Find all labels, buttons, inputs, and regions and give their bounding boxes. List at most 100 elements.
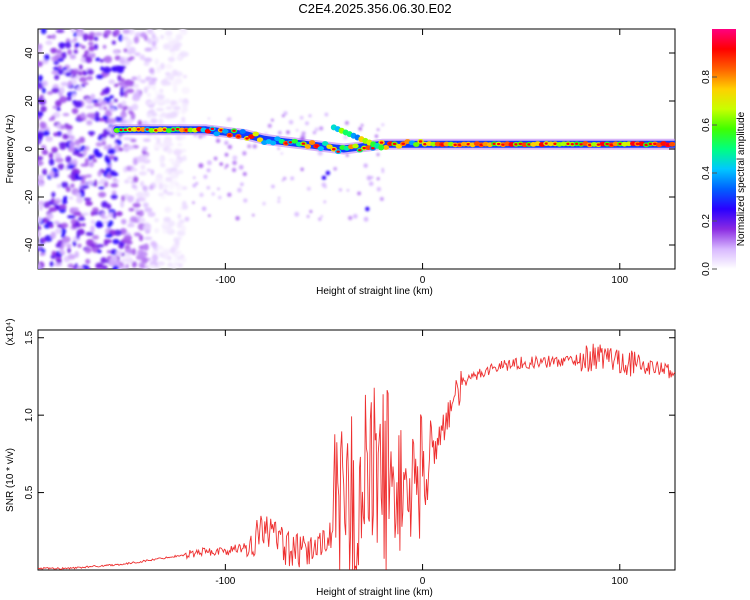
noise-blob [70, 160, 78, 166]
noise-blob [122, 105, 128, 111]
noise-blob [181, 116, 186, 123]
ridge-blob [308, 140, 316, 145]
noise-blob [108, 258, 115, 266]
noise-blob [60, 81, 69, 87]
noise-blob [114, 116, 123, 123]
noise-blob [133, 36, 140, 44]
noise-blob [38, 174, 44, 181]
noise-blob [217, 187, 220, 191]
noise-blob [352, 213, 358, 219]
noise-blob [105, 233, 113, 238]
spectrogram-ticks: -100 0 100 -40 -20 0 20 40 [24, 29, 675, 286]
noise-blob [95, 57, 101, 62]
noise-blob [325, 170, 331, 176]
ridge-peak [175, 127, 180, 131]
noise-blob [165, 225, 172, 232]
noise-blob [224, 152, 229, 157]
noise-blob [252, 213, 255, 217]
noise-blob [99, 178, 108, 183]
noise-blob [85, 258, 91, 265]
ridge-peak [601, 142, 605, 146]
noise-blob [162, 228, 168, 234]
noise-blob [82, 69, 87, 76]
ridge-peak [358, 148, 362, 152]
noise-blob [42, 130, 50, 137]
noise-blob [93, 103, 102, 107]
noise-blob [65, 155, 72, 163]
noise-blob [73, 32, 78, 37]
noise-blob [207, 117, 210, 120]
noise-blob [38, 160, 44, 166]
noise-blob [159, 195, 167, 200]
noise-blob [167, 255, 172, 261]
noise-blob [173, 164, 180, 168]
noise-blob [165, 63, 173, 70]
noise-blob [97, 136, 103, 141]
noise-blob [49, 170, 55, 178]
noise-blob [167, 73, 175, 81]
noise-blob [45, 136, 53, 142]
noise-blob [160, 62, 165, 70]
noise-blob [181, 155, 187, 162]
noise-blob [135, 198, 140, 204]
noise-blob [42, 168, 48, 176]
noise-blob [43, 201, 51, 208]
noise-blob [247, 144, 252, 149]
noise-blob [38, 140, 41, 145]
ridge-branch [378, 144, 385, 151]
noise-blob [67, 146, 76, 153]
noise-blob [38, 242, 42, 249]
noise-blob [91, 154, 96, 159]
noise-blob [80, 112, 86, 119]
noise-blob [170, 100, 178, 105]
noise-blob [160, 162, 166, 167]
ridge-blob [222, 128, 229, 134]
noise-blob [50, 47, 58, 54]
noise-blob [59, 96, 68, 104]
noise-blob [113, 50, 120, 55]
noise-blob [131, 261, 137, 268]
noise-blob [122, 29, 130, 35]
noise-blob [124, 253, 131, 258]
noise-blob [94, 220, 104, 228]
noise-blob [158, 118, 164, 126]
noise-blob [83, 197, 92, 201]
noise-blob [120, 78, 125, 82]
noise-blob [158, 192, 165, 197]
noise-blob [232, 160, 237, 166]
noise-blob [124, 79, 133, 86]
noise-blob [76, 30, 83, 37]
noise-blob [206, 186, 211, 190]
noise-blob [225, 164, 229, 168]
ridge-peak [232, 129, 236, 132]
x-tick-label: 100 [611, 275, 628, 286]
noise-blob [142, 224, 152, 231]
noise-blob [51, 191, 56, 198]
noise-blob [81, 212, 90, 216]
noise-blob [345, 121, 349, 125]
noise-blob [48, 152, 54, 159]
noise-blob [74, 139, 81, 146]
noise-blob [44, 235, 53, 242]
noise-blob [48, 158, 55, 166]
noise-blob [227, 117, 232, 122]
noise-blob [140, 79, 147, 84]
noise-blob [163, 189, 168, 194]
noise-blob [71, 168, 81, 176]
noise-blob [38, 200, 45, 206]
noise-blob [120, 111, 127, 119]
noise-blob [112, 238, 120, 245]
noise-blob [120, 218, 127, 225]
noise-blob [215, 138, 221, 143]
noise-blob [67, 263, 75, 269]
noise-blob [213, 156, 218, 161]
noise-blob [94, 115, 101, 122]
noise-blob [86, 112, 95, 119]
noise-blob [85, 231, 94, 236]
noise-blob [235, 216, 240, 221]
noise-blob [242, 172, 247, 177]
noise-blob [156, 137, 161, 144]
ridge-peak [288, 141, 293, 144]
noise-blob [101, 140, 107, 146]
noise-blob [73, 49, 78, 54]
